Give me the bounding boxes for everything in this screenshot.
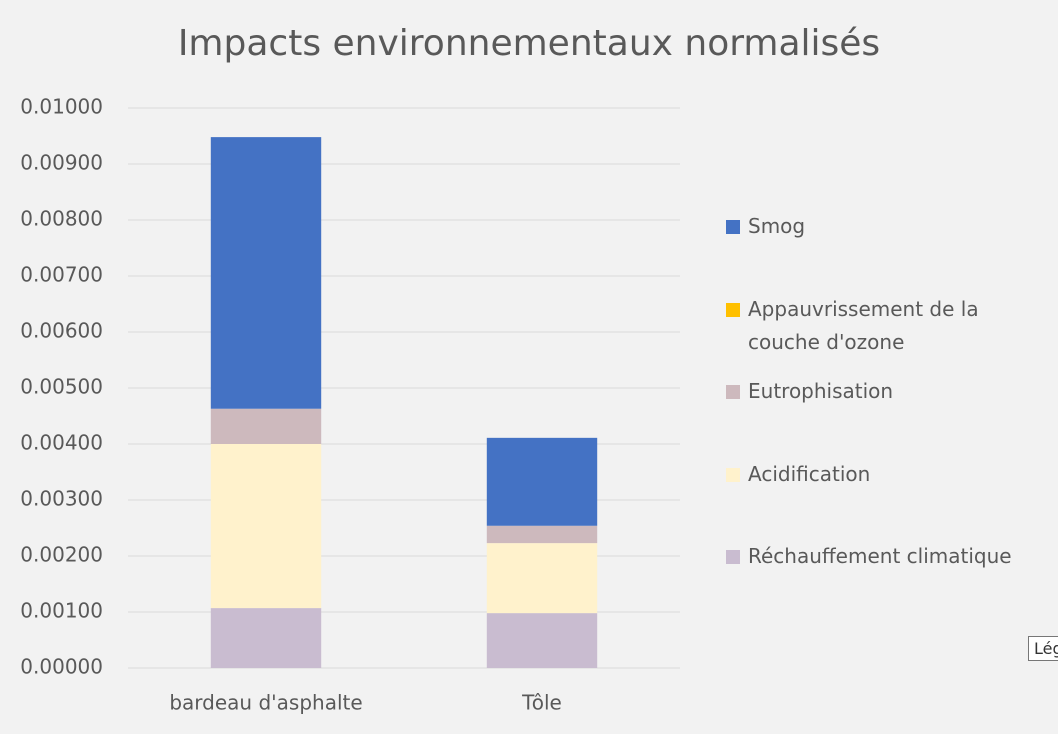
legend-swatch <box>726 220 740 234</box>
legend-item: Appauvrissement de la couche d'ozone <box>726 293 1026 359</box>
y-tick-label: 0.00300 <box>20 487 103 511</box>
y-tick-label: 0.00900 <box>20 151 103 175</box>
bar-segment <box>486 613 598 668</box>
legend-item: Acidification <box>726 458 1026 491</box>
legend-label: Réchauffement climatique <box>748 544 1012 568</box>
bar-segment <box>210 408 322 444</box>
legend-label: Appauvrissement de la couche d'ozone <box>748 297 979 354</box>
legend-item: Smog <box>726 210 1026 243</box>
legend-swatch <box>726 550 740 564</box>
legend-label: Smog <box>748 214 806 238</box>
bar-segment <box>486 437 598 526</box>
x-tick-label: Tôle <box>521 691 562 715</box>
legend-swatch <box>726 303 740 317</box>
y-tick-label: 0.00700 <box>20 263 103 287</box>
legend-item: Eutrophisation <box>726 375 1026 408</box>
x-tick-label: bardeau d'asphalte <box>169 691 362 715</box>
bar-segment <box>210 608 322 668</box>
bar-segment <box>486 543 598 614</box>
legend-swatch <box>726 468 740 482</box>
bar-segment <box>210 137 322 409</box>
y-tick-label: 0.00500 <box>20 375 103 399</box>
tooltip: Lég <box>1028 636 1058 661</box>
legend-item: Réchauffement climatique <box>726 540 1026 573</box>
y-tick-label: 0.00400 <box>20 431 103 455</box>
y-tick-label: 0.00200 <box>20 543 103 567</box>
legend-label: Acidification <box>748 462 871 486</box>
chart-title: Impacts environnementaux normalisés <box>178 23 880 64</box>
bar-segment <box>486 525 598 544</box>
legend-label: Eutrophisation <box>748 379 894 403</box>
legend-swatch <box>726 385 740 399</box>
y-tick-label: 0.00100 <box>20 599 103 623</box>
y-tick-label: 0.00000 <box>20 655 103 679</box>
y-tick-label: 0.00600 <box>20 319 103 343</box>
y-tick-label: 0.01000 <box>20 95 103 119</box>
y-tick-label: 0.00800 <box>20 207 103 231</box>
bar-segment <box>210 444 322 609</box>
